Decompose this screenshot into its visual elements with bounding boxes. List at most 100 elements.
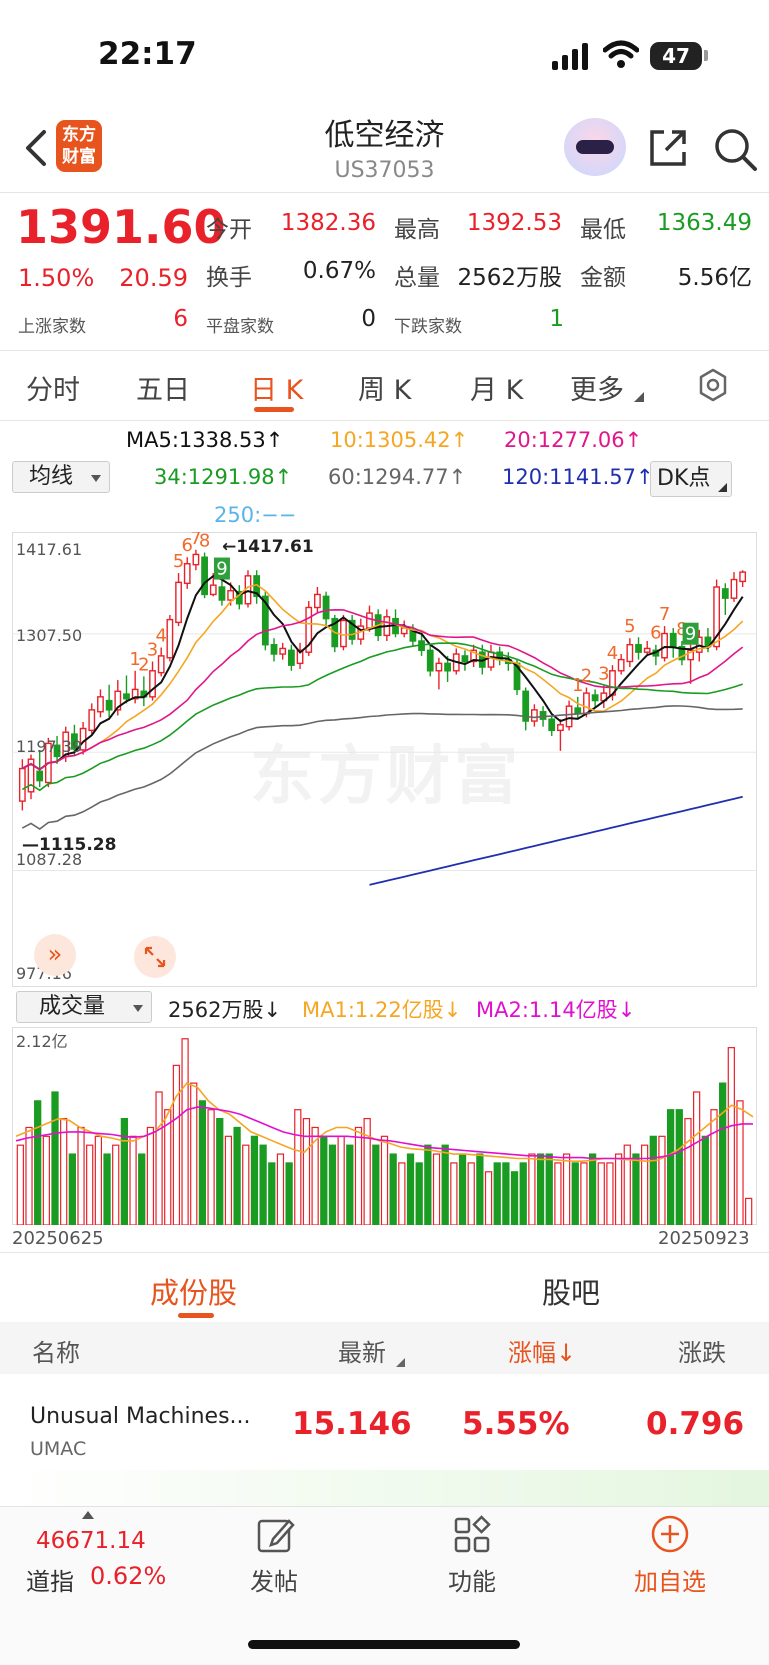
low-annotation: —1115.28 xyxy=(22,835,117,855)
tab-more[interactable]: 更多 xyxy=(570,375,624,406)
active-tab-indicator xyxy=(254,407,294,412)
candle xyxy=(218,579,226,606)
tab-constituents[interactable]: 成份股 xyxy=(150,1276,238,1310)
share-icon[interactable] xyxy=(646,126,690,170)
volume-bar xyxy=(597,1162,605,1225)
volume-top-label: 2.12亿 xyxy=(16,1032,68,1051)
volume-bar xyxy=(389,1153,397,1225)
gear-icon[interactable] xyxy=(696,368,730,402)
volume-bar xyxy=(155,1091,163,1225)
stat-volume: 2562万股 xyxy=(457,265,562,291)
candle xyxy=(287,644,295,671)
candle xyxy=(183,557,191,589)
td-signal: 6 xyxy=(182,535,193,556)
volume-plot[interactable] xyxy=(12,1027,757,1225)
volume-bar xyxy=(719,1082,727,1225)
up-count: 6 xyxy=(173,306,188,332)
post-button[interactable]: 发帖 xyxy=(250,1568,298,1596)
add-watchlist-icon[interactable] xyxy=(650,1514,690,1554)
index-value[interactable]: 46671.14 xyxy=(36,1528,146,1554)
candle xyxy=(713,579,721,651)
volume-ma1-line xyxy=(15,1082,754,1163)
back-icon[interactable] xyxy=(20,128,50,168)
row-change: 0.796 xyxy=(646,1406,745,1442)
volume-bar xyxy=(42,1135,50,1225)
status-bar: 22:17 47 xyxy=(0,0,769,100)
volume-bar xyxy=(528,1153,536,1225)
volume-bar xyxy=(372,1144,380,1225)
volume-bar xyxy=(623,1144,631,1225)
indicator-dropdown[interactable]: 均线 xyxy=(12,461,110,493)
candle xyxy=(661,626,668,662)
volume-bar xyxy=(311,1126,319,1225)
stat-amount: 5.56亿 xyxy=(677,265,752,291)
volume-indicator-dropdown[interactable]: 成交量 xyxy=(16,991,152,1023)
expand-left-icon[interactable]: » xyxy=(34,934,76,976)
volume-bar xyxy=(242,1144,250,1225)
search-icon[interactable] xyxy=(712,126,758,172)
volume-bar xyxy=(181,1038,189,1225)
column-name[interactable]: 名称 xyxy=(32,1339,80,1367)
volume-bar xyxy=(536,1153,545,1225)
stat-open: 1382.36 xyxy=(280,210,376,236)
volume-bar xyxy=(571,1162,579,1225)
volume-bar xyxy=(337,1135,345,1225)
volume-bar xyxy=(346,1144,354,1225)
volume-bar xyxy=(268,1162,276,1225)
volume-bar xyxy=(207,1109,215,1225)
y-label: 1417.61 xyxy=(16,540,83,559)
app-logo[interactable]: 东方财富 xyxy=(56,120,102,172)
y-label: 1087.28 xyxy=(16,850,83,869)
tab-monthly-k[interactable]: 月 K xyxy=(470,375,524,406)
volume-bar xyxy=(259,1144,267,1225)
change-percent: 1.50% xyxy=(18,264,95,292)
divider xyxy=(0,420,769,421)
volume-bar xyxy=(34,1100,42,1225)
volume-ma2-line xyxy=(15,1106,753,1160)
functions-button[interactable]: 功能 xyxy=(448,1568,496,1596)
tab-weekly-k[interactable]: 周 K xyxy=(358,375,412,406)
volume-bar xyxy=(554,1162,562,1225)
candle xyxy=(97,689,104,718)
index-name[interactable]: 道指 xyxy=(26,1568,74,1596)
volume-bar xyxy=(68,1153,76,1225)
candle xyxy=(730,572,738,602)
row-stock-name[interactable]: Unusual Machines... xyxy=(30,1404,251,1429)
table-header xyxy=(0,1322,769,1374)
fullscreen-icon[interactable] xyxy=(134,936,176,978)
volume-bar xyxy=(198,1100,207,1225)
functions-grid-icon[interactable] xyxy=(452,1515,492,1555)
ai-assistant-icon[interactable] xyxy=(564,118,626,176)
column-change[interactable]: 涨跌 xyxy=(678,1339,726,1367)
edit-post-icon[interactable] xyxy=(255,1515,295,1555)
candle xyxy=(435,657,443,690)
candle xyxy=(461,650,469,671)
td-signal: 5 xyxy=(624,616,635,637)
stat-turnover: 0.67% xyxy=(302,258,376,284)
column-change-pct[interactable]: 涨幅↓ xyxy=(508,1339,577,1367)
change-value: 20.59 xyxy=(119,264,188,292)
battery-icon: 47 xyxy=(650,42,702,70)
tab-stock-forum[interactable]: 股吧 xyxy=(542,1276,601,1310)
volume-bar xyxy=(727,1047,735,1225)
candle xyxy=(305,600,313,656)
kline-chart[interactable] xyxy=(12,532,757,987)
volume-bar xyxy=(545,1153,553,1225)
home-indicator xyxy=(248,1640,520,1649)
candle xyxy=(192,549,200,571)
volume-bar xyxy=(103,1153,111,1225)
dk-point-button[interactable]: DK点 xyxy=(650,461,732,497)
tab-daily-k[interactable]: 日 K xyxy=(250,375,304,406)
candle xyxy=(522,687,530,731)
td-signal: 9 xyxy=(216,559,227,580)
volume-bar xyxy=(294,1109,302,1225)
add-watchlist-button[interactable]: 加自选 xyxy=(634,1568,706,1596)
flat-count-label: 平盘家数 xyxy=(206,317,274,337)
volume-ma1: MA1:1.22亿股↓ xyxy=(302,998,462,1022)
tab-five-day[interactable]: 五日 xyxy=(136,375,190,406)
volume-bar xyxy=(164,1109,172,1225)
tab-intraday[interactable]: 分时 xyxy=(26,375,80,406)
volume-bar xyxy=(710,1109,718,1225)
column-latest[interactable]: 最新 xyxy=(338,1339,386,1367)
